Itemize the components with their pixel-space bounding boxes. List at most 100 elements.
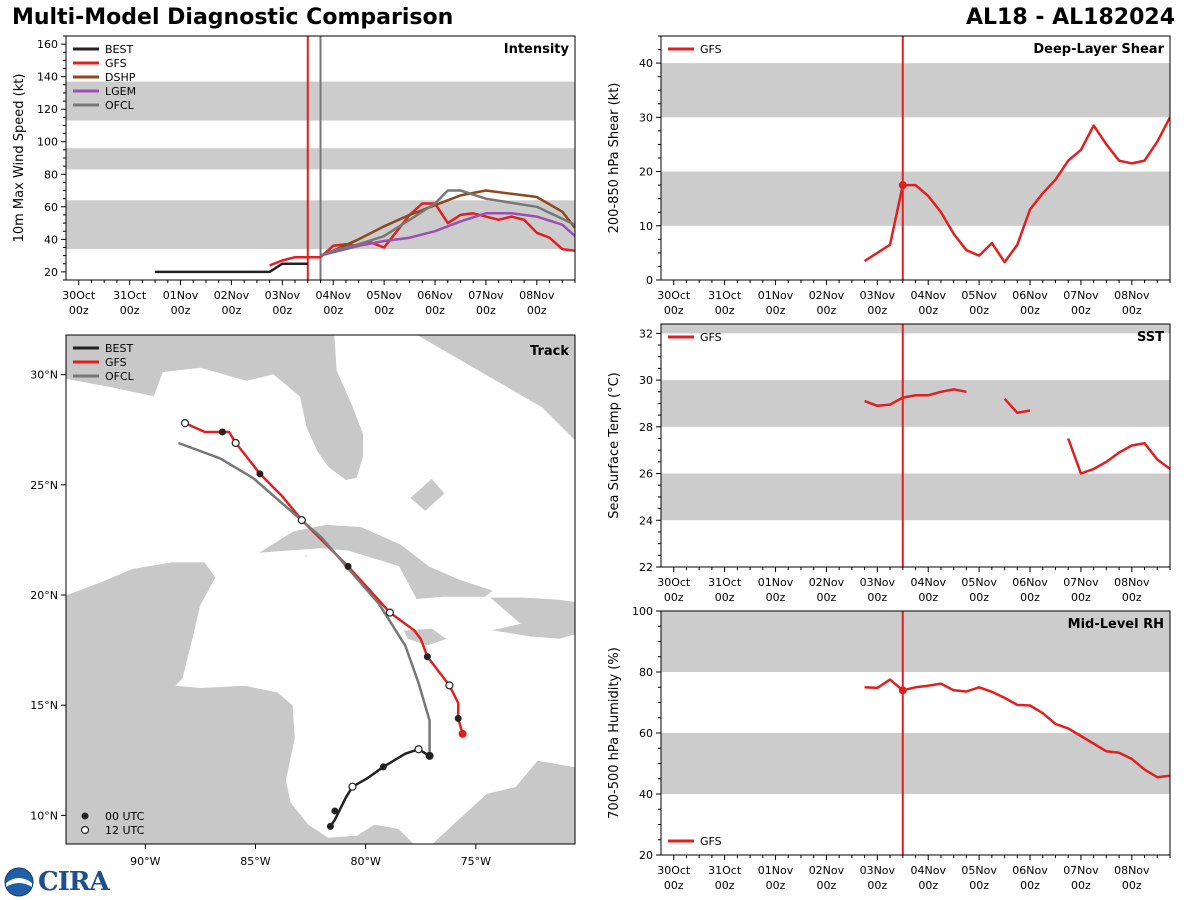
track-marker-best [425,751,434,760]
sst-xtick-hour: 00z [867,591,887,604]
rh-xtick-day: 08Nov [1114,864,1150,877]
track-xtick-label: 90°W [130,855,160,868]
track-series-ofcl [177,441,431,756]
rh-xtick-day: 02Nov [809,864,845,877]
shear-band [661,171,1170,226]
land-mass [488,596,575,640]
sst-xtick-day: 07Nov [1063,576,1099,589]
intensity-ytick-label: 160 [37,38,58,51]
track-ytick-label: 25°N [30,479,58,492]
shear-xtick-hour: 00z [1071,304,1091,317]
shear-plot-area [661,36,1170,280]
track-marker-best [414,745,423,754]
sst-xtick-hour: 00z [1122,591,1142,604]
land-mass [415,335,575,442]
track-legend-label-best: BEST [105,342,133,355]
land-mass [257,524,495,600]
intensity-xtick-day: 04Nov [315,289,351,302]
sst-plot-area [661,324,1170,567]
land-mass [402,627,449,647]
shear-ytick-label: 20 [639,166,653,179]
shear-xtick-day: 05Nov [961,289,997,302]
sst-band [661,324,1170,334]
intensity-series-gfs [269,202,575,267]
intensity-xtick-day: 06Nov [417,289,453,302]
sst-xtick-hour: 00z [1020,591,1040,604]
rh-chart: 20 40 60 80 100 700-500 hPa Humidity (%) 30Oct… [607,605,1171,892]
page-title: Multi-Model Diagnostic Comparison [12,5,454,30]
intensity-xtick-day: 30Oct [62,289,96,302]
intensity-xtick-hour: 00z [527,304,547,317]
shear-xtick-day: 03Nov [860,289,896,302]
noaa-globe-icon [4,867,34,897]
shear-ytick-label: 10 [639,220,653,233]
rh-xtick-hour: 00z [766,879,786,892]
intensity-series-lgem [320,212,575,257]
track-marker-best [379,763,387,771]
land-mass [409,477,446,512]
sst-xtick-day: 01Nov [758,576,794,589]
rh-series-gfs [864,678,1170,779]
shear-xtick-hour: 00z [918,304,938,317]
intensity-legend-label-lgem: LGEM [105,85,136,98]
intensity-legend-label-ofcl: OFCL [105,99,135,112]
sst-ytick-label: 26 [639,468,653,481]
rh-xtick-hour: 00z [664,879,684,892]
track-marker-gfs [344,562,352,570]
sst-xtick-day: 05Nov [961,576,997,589]
track-ytick-label: 15°N [30,699,58,712]
sst-xtick-hour: 00z [817,591,837,604]
sst-frame [660,323,1171,568]
shear-xtick-day: 07Nov [1063,289,1099,302]
sst-xtick-day: 30Oct [657,576,691,589]
track-marker-legend-symbol [81,812,89,820]
track-title: Track [530,344,569,359]
sst-ytick-label: 32 [639,327,653,340]
intensity-ytick-label: 100 [37,136,58,149]
sst-xtick-hour: 00z [918,591,938,604]
track-marker-gfs [454,714,462,722]
intensity-legend-label-best: BEST [105,43,133,56]
track-marker-legend-label: 00 UTC [105,810,145,823]
land-mass [66,561,415,844]
intensity-xtick-hour: 00z [222,304,242,317]
land-mass [66,335,364,481]
rh-xtick-day: 30Oct [657,864,691,877]
land-mass [431,759,575,844]
sst-xtick-day: 06Nov [1012,576,1048,589]
shear-xtick-day: 01Nov [758,289,794,302]
sst-ytick-label: 28 [639,421,653,434]
rh-band [661,733,1170,794]
shear-xtick-hour: 00z [664,304,684,317]
track-xtick-label: 80°W [350,855,380,868]
track-ytick-label: 20°N [30,589,58,602]
logo-text: CIRA [38,867,110,897]
track-marker-gfs [231,438,240,448]
track-marker-gfs [458,729,467,738]
track-marker-best [331,807,339,815]
rh-ylabel: 700-500 hPa Humidity (%) [607,647,622,819]
rh-ytick-label: 100 [632,605,653,618]
track-xtick-label: 85°W [240,855,270,868]
shear-xtick-hour: 00z [1122,304,1142,317]
sst-ytick-label: 30 [639,374,653,387]
intensity-series-best [155,262,308,274]
intensity-series-dshp [320,189,575,257]
intensity-legend-label-gfs: GFS [105,57,127,70]
shear-chart: 0 10 20 30 40 200-850 hPa Shear (kt) 30Oct 00z 3… [607,35,1171,317]
sst-chart: 22 24 26 28 30 32 Sea Surface Temp (°C) 30Oct 00… [607,323,1171,604]
track-marker-gfs [423,653,431,661]
shear-xtick-day: 30Oct [657,289,691,302]
sst-xtick-hour: 00z [1071,591,1091,604]
rh-band [661,611,1170,672]
track-marker-best [348,782,357,791]
track-marker-gfs [297,515,306,525]
intensity-ylabel: 10m Max Wind Speed (kt) [12,74,27,243]
sst-xtick-hour: 00z [969,591,989,604]
rh-xtick-hour: 00z [1020,879,1040,892]
sst-xtick-day: 08Nov [1114,576,1150,589]
rh-legend-label-gfs: GFS [700,835,722,848]
rh-ytick-label: 40 [639,788,653,801]
shear-ytick-label: 30 [639,111,653,124]
